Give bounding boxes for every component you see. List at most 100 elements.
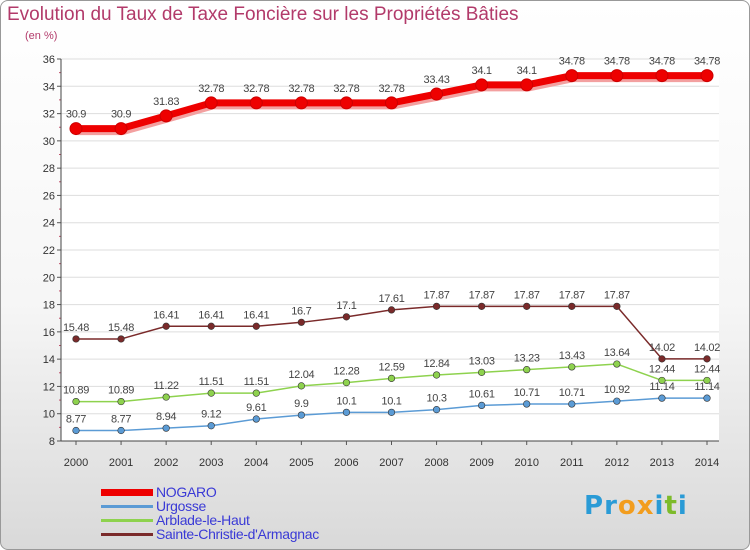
data-point xyxy=(659,377,666,384)
data-point xyxy=(523,401,530,408)
y-tick-label: 24 xyxy=(43,218,55,230)
data-label: 15.48 xyxy=(63,322,89,334)
data-point xyxy=(208,323,215,330)
data-label: 8.94 xyxy=(156,411,176,423)
data-point xyxy=(478,303,485,310)
data-point xyxy=(701,70,713,82)
data-point xyxy=(568,401,575,408)
proxiti-logo: Proxiti xyxy=(584,491,688,521)
data-point xyxy=(704,395,711,402)
data-label: 17.87 xyxy=(424,289,450,301)
data-point xyxy=(118,398,125,405)
data-label: 10.92 xyxy=(604,384,630,396)
data-point xyxy=(568,364,575,371)
data-label: 14.02 xyxy=(649,342,675,354)
data-point xyxy=(566,70,578,82)
data-label: 34.78 xyxy=(694,56,720,68)
data-label: 34.1 xyxy=(517,65,537,77)
data-point xyxy=(386,97,398,109)
data-label: 11.22 xyxy=(154,380,179,392)
logo-letter: i xyxy=(678,491,688,521)
data-label: 10.71 xyxy=(559,387,585,399)
data-label: 32.78 xyxy=(378,83,404,95)
y-tick-label: 16 xyxy=(43,327,55,339)
logo-letter: o xyxy=(618,491,637,521)
x-tick-label: 2009 xyxy=(469,457,493,469)
data-point xyxy=(433,372,440,379)
logo-letter: P xyxy=(584,491,604,521)
data-point xyxy=(163,323,170,330)
data-point xyxy=(298,319,305,326)
data-point xyxy=(614,361,621,368)
data-label: 17.87 xyxy=(469,289,495,301)
x-tick-label: 2010 xyxy=(514,457,538,469)
y-tick-label: 22 xyxy=(43,245,55,257)
y-tick-label: 12 xyxy=(43,381,55,393)
data-label: 12.59 xyxy=(378,361,404,373)
data-label: 16.7 xyxy=(291,305,311,317)
data-point xyxy=(611,70,623,82)
data-label: 10.1 xyxy=(336,395,356,407)
data-point xyxy=(160,110,172,122)
data-label: 12.44 xyxy=(694,363,720,375)
data-point xyxy=(73,398,80,405)
data-point xyxy=(614,303,621,310)
x-tick-label: 2000 xyxy=(64,457,88,469)
data-point xyxy=(656,70,668,82)
data-label: 13.43 xyxy=(559,350,585,362)
x-tick-label: 2013 xyxy=(650,457,674,469)
line-chart: 810121416182022242628303234362000 2001 200… xyxy=(1,1,749,549)
data-point xyxy=(250,97,262,109)
data-label: 12.84 xyxy=(424,358,450,370)
data-point xyxy=(343,379,350,386)
data-point xyxy=(163,425,170,432)
data-point xyxy=(118,336,125,343)
data-point xyxy=(205,97,217,109)
data-point xyxy=(253,323,260,330)
data-label: 12.04 xyxy=(288,369,314,381)
data-label: 13.64 xyxy=(604,347,630,359)
data-point xyxy=(568,303,575,310)
legend-swatch xyxy=(101,533,153,536)
data-point xyxy=(73,336,80,343)
data-label: 15.48 xyxy=(108,322,134,334)
data-point xyxy=(295,97,307,109)
data-point xyxy=(704,377,711,384)
data-point xyxy=(614,398,621,405)
data-point xyxy=(208,422,215,429)
data-label: 16.41 xyxy=(198,309,224,321)
data-point xyxy=(478,402,485,409)
data-label: 17.87 xyxy=(604,289,630,301)
x-tick-label: 2008 xyxy=(424,457,448,469)
data-point xyxy=(388,375,395,382)
legend-swatch xyxy=(101,489,153,496)
data-label: 33.43 xyxy=(424,74,450,86)
logo-letter: x xyxy=(637,491,655,521)
data-point xyxy=(388,307,395,314)
data-label: 10.89 xyxy=(63,385,89,397)
legend-label: Arblade-le-Haut xyxy=(156,513,250,527)
legend-label: Urgosse xyxy=(156,499,206,513)
data-point xyxy=(253,390,260,397)
x-tick-label: 2004 xyxy=(244,457,268,469)
data-label: 10.71 xyxy=(514,387,540,399)
logo-letter: t xyxy=(664,491,677,521)
data-label: 10.61 xyxy=(469,388,495,400)
data-point xyxy=(659,395,666,402)
data-label: 16.41 xyxy=(243,309,269,321)
data-point xyxy=(523,366,530,373)
data-point xyxy=(433,406,440,413)
data-label: 32.78 xyxy=(288,83,314,95)
x-tick-label: 2001 xyxy=(109,457,133,469)
data-point xyxy=(431,88,443,100)
data-label: 30.9 xyxy=(111,109,131,121)
x-tick-label: 2005 xyxy=(289,457,313,469)
y-tick-label: 34 xyxy=(43,81,55,93)
y-tick-label: 14 xyxy=(43,354,55,366)
data-point xyxy=(521,79,533,91)
y-tick-label: 36 xyxy=(43,54,55,66)
data-label: 9.9 xyxy=(294,398,309,410)
data-point xyxy=(523,303,530,310)
data-point xyxy=(478,369,485,376)
data-label: 8.77 xyxy=(66,413,86,425)
